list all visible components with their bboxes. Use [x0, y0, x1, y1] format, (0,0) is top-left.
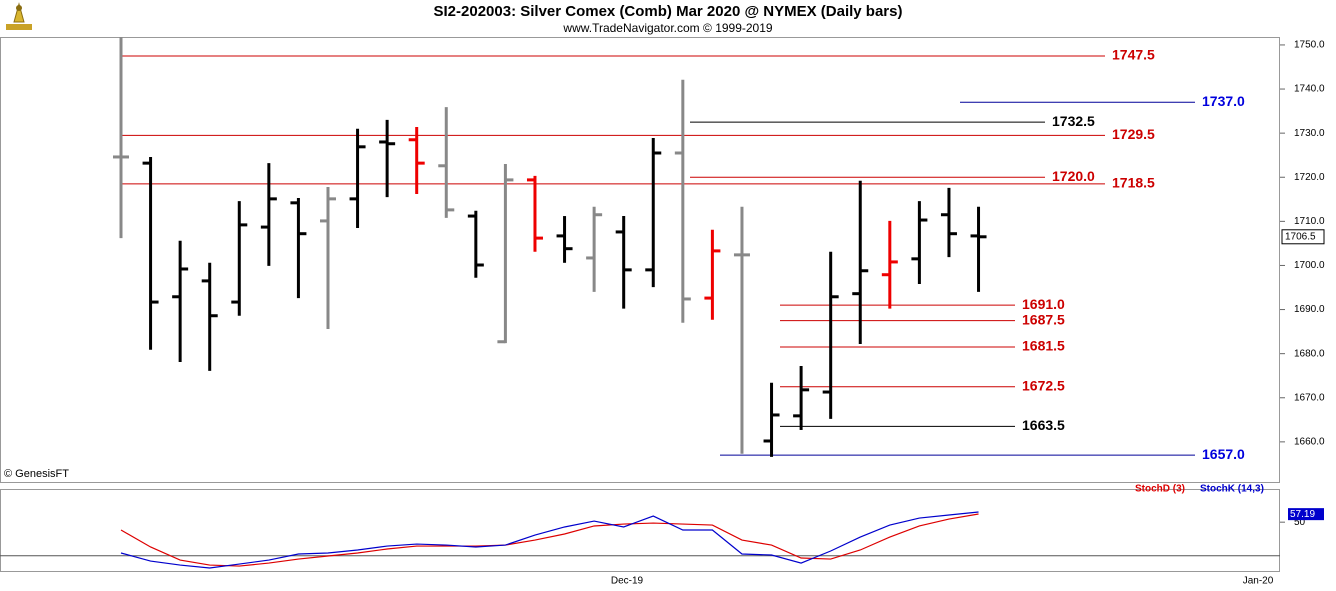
y-tick-label: 50	[1294, 517, 1306, 528]
level-label: 1681.5	[1022, 338, 1065, 354]
y-tick-label: 1690.0	[1294, 304, 1325, 315]
chart-title: SI2-202003: Silver Comex (Comb) Mar 2020…	[434, 3, 903, 20]
x-tick-label: Dec-19	[611, 576, 644, 587]
y-tick-label: 1660.0	[1294, 437, 1325, 448]
last-stoch-label: 57.19	[1290, 509, 1315, 520]
y-tick-label: 1710.0	[1294, 216, 1325, 227]
level-label: 1720.0	[1052, 168, 1095, 184]
level-label: 1747.5	[1112, 47, 1155, 63]
legend-label: StochD (3)	[1135, 484, 1185, 495]
last-price-label: 1706.5	[1285, 231, 1316, 242]
source: © GenesisFT	[4, 468, 69, 480]
x-tick-label: Jan-20	[1243, 576, 1274, 587]
y-tick-label: 1740.0	[1294, 84, 1325, 95]
logo	[6, 2, 32, 30]
last-stoch-box	[1288, 508, 1324, 521]
level-label: 1729.5	[1112, 126, 1155, 142]
main-panel	[0, 37, 1280, 483]
level-label: 1732.5	[1052, 113, 1095, 129]
stoch-panel	[0, 489, 1280, 572]
level-label: 1687.5	[1022, 311, 1065, 327]
y-tick-label: 1700.0	[1294, 260, 1325, 271]
stoch-line	[120, 511, 979, 569]
y-tick-label: 1670.0	[1294, 392, 1325, 403]
y-tick-label: 1750.0	[1294, 40, 1325, 51]
stoch-line	[120, 513, 979, 567]
level-label: 1691.0	[1022, 296, 1065, 312]
last-price-box	[1281, 229, 1325, 245]
y-tick-label: 1730.0	[1294, 128, 1325, 139]
level-label: 1663.5	[1022, 417, 1065, 433]
legend-label: StochK (14,3)	[1200, 484, 1264, 495]
level-label: 1672.5	[1022, 377, 1065, 393]
y-tick-label: 1720.0	[1294, 172, 1325, 183]
chart-subtitle: www.TradeNavigator.com © 1999-2019	[562, 21, 772, 35]
level-label: 1737.0	[1202, 93, 1245, 109]
level-label: 1657.0	[1202, 446, 1245, 462]
y-tick-label: 1680.0	[1294, 348, 1325, 359]
level-label: 1718.5	[1112, 175, 1155, 191]
